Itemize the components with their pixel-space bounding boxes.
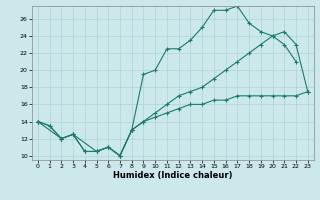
X-axis label: Humidex (Indice chaleur): Humidex (Indice chaleur) (113, 171, 233, 180)
